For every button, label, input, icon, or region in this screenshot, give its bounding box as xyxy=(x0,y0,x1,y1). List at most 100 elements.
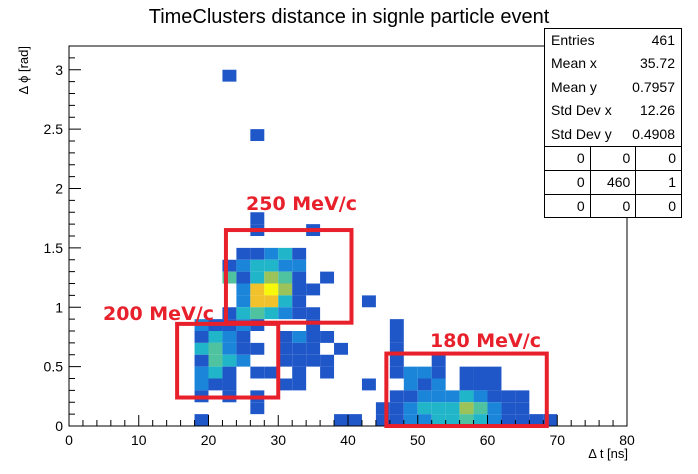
heatmap-bin xyxy=(334,414,348,427)
x-tick-label: 0 xyxy=(65,432,73,448)
heatmap-bin xyxy=(250,271,265,284)
heatmap-bin xyxy=(278,307,293,320)
x-tick-label: 60 xyxy=(480,432,496,448)
heatmap-bin xyxy=(236,307,251,320)
heatmap-bin xyxy=(250,295,265,308)
heatmap-bin xyxy=(236,259,251,272)
heatmap-bin xyxy=(208,366,223,379)
heatmap-bin xyxy=(515,390,530,403)
heatmap-bin xyxy=(375,402,390,415)
overflow-cell: 0 xyxy=(668,149,677,166)
heatmap-bin xyxy=(222,259,237,272)
heatmap-bin xyxy=(250,129,265,142)
annotation-200: 200 MeV/c xyxy=(103,303,214,325)
stats-stddev-x: Std Dev x 12.26 xyxy=(551,102,675,119)
heatmap-bin xyxy=(389,402,404,415)
heatmap-bin xyxy=(389,319,404,332)
heatmap-bin xyxy=(306,319,321,332)
heatmap-bin xyxy=(487,366,502,379)
heatmap-bin xyxy=(250,212,265,225)
heatmap-bin xyxy=(417,366,432,379)
annotation-box xyxy=(384,351,549,428)
overflow-cell: 0 xyxy=(591,146,637,170)
heatmap-bin xyxy=(306,354,321,367)
heatmap-bin xyxy=(445,414,460,427)
heatmap-bin xyxy=(515,414,530,427)
heatmap-bin xyxy=(222,307,237,320)
heatmap-bin xyxy=(236,283,251,296)
heatmap-bin xyxy=(361,378,376,391)
chart-title: TimeClusters distance in signle particle… xyxy=(148,6,550,28)
heatmap-bin xyxy=(501,414,516,427)
heatmap-bin xyxy=(194,354,209,367)
y-tick-label: 3 xyxy=(55,62,63,78)
heatmap-bin xyxy=(473,414,488,427)
heatmap-bin xyxy=(250,283,265,296)
heatmap-bin xyxy=(487,402,502,415)
heatmap-bin xyxy=(278,342,293,355)
heatmap-bin xyxy=(264,295,279,308)
heatmap-bin xyxy=(250,247,265,260)
heatmap-bin xyxy=(264,366,279,379)
heatmap-bin xyxy=(222,378,237,391)
heatmap-bin xyxy=(208,378,223,391)
overflow-cell: 0 xyxy=(545,170,591,194)
overflow-cell: 0 xyxy=(591,194,637,218)
heatmap-bin xyxy=(320,271,335,284)
heatmap-bin xyxy=(445,390,460,403)
heatmap-bin xyxy=(515,402,530,415)
overflow-row: 0 0 0 xyxy=(545,146,681,171)
y-tick-label: 0.5 xyxy=(44,359,64,375)
heatmap-bin xyxy=(417,414,432,427)
heatmap-bin xyxy=(222,331,237,343)
heatmap-bin xyxy=(222,69,237,82)
heatmap-bin xyxy=(487,390,502,403)
heatmap-bin xyxy=(389,390,404,403)
stats-box: Entries 461 Mean x 35.72 Mean y 0.7957 Std … xyxy=(544,28,682,218)
heatmap-bin xyxy=(278,259,293,272)
x-tick-label: 50 xyxy=(410,432,426,448)
x-tick-label: 30 xyxy=(270,432,286,448)
heatmap-bin xyxy=(361,295,376,308)
heatmap-bin xyxy=(236,354,251,367)
heatmap-bin xyxy=(292,283,307,296)
heatmap-bin xyxy=(487,414,502,427)
heatmap-bin xyxy=(264,271,279,284)
heatmap-bin xyxy=(473,378,488,391)
heatmap-bin xyxy=(194,342,209,355)
heatmap-bin xyxy=(236,295,251,308)
heatmap-bin xyxy=(306,307,321,320)
heatmap-bin xyxy=(222,342,237,355)
heatmap-bin xyxy=(431,354,446,367)
heatmap-bin xyxy=(264,259,279,272)
heatmap-bin xyxy=(501,402,516,415)
heatmap-bin xyxy=(389,414,404,427)
heatmap-bin xyxy=(459,366,474,379)
x-tick-label: 10 xyxy=(131,432,147,448)
heatmap-bin xyxy=(208,354,223,367)
heatmap-bin xyxy=(278,283,293,296)
heatmap-bin xyxy=(473,390,488,403)
heatmap-bin xyxy=(292,331,307,343)
overflow-cell: 0 xyxy=(545,194,591,218)
heatmap-bin xyxy=(543,414,558,427)
heatmap-bin xyxy=(222,366,237,379)
heatmap-bin xyxy=(278,271,293,284)
heatmap-bin xyxy=(194,414,209,427)
heatmap-bin xyxy=(292,342,307,355)
heatmap-bin xyxy=(236,271,251,284)
overflow-cell: 1 xyxy=(668,173,677,190)
y-tick-label: 2 xyxy=(55,181,63,197)
x-axis-label: Δ t [ns] xyxy=(588,446,628,461)
y-tick-label: 1 xyxy=(55,299,63,315)
bins-layer xyxy=(194,69,558,427)
heatmap-bin xyxy=(194,378,209,391)
heatmap-bin xyxy=(320,354,335,367)
heatmap-bin xyxy=(320,331,335,343)
heatmap-bin xyxy=(278,295,293,308)
overflow-cell: 0 xyxy=(545,146,591,170)
stats-mean-y: Mean y 0.7957 xyxy=(551,78,675,95)
heatmap-bin xyxy=(417,390,432,403)
heatmap-bin xyxy=(403,414,418,427)
heatmap-bin xyxy=(389,331,404,343)
